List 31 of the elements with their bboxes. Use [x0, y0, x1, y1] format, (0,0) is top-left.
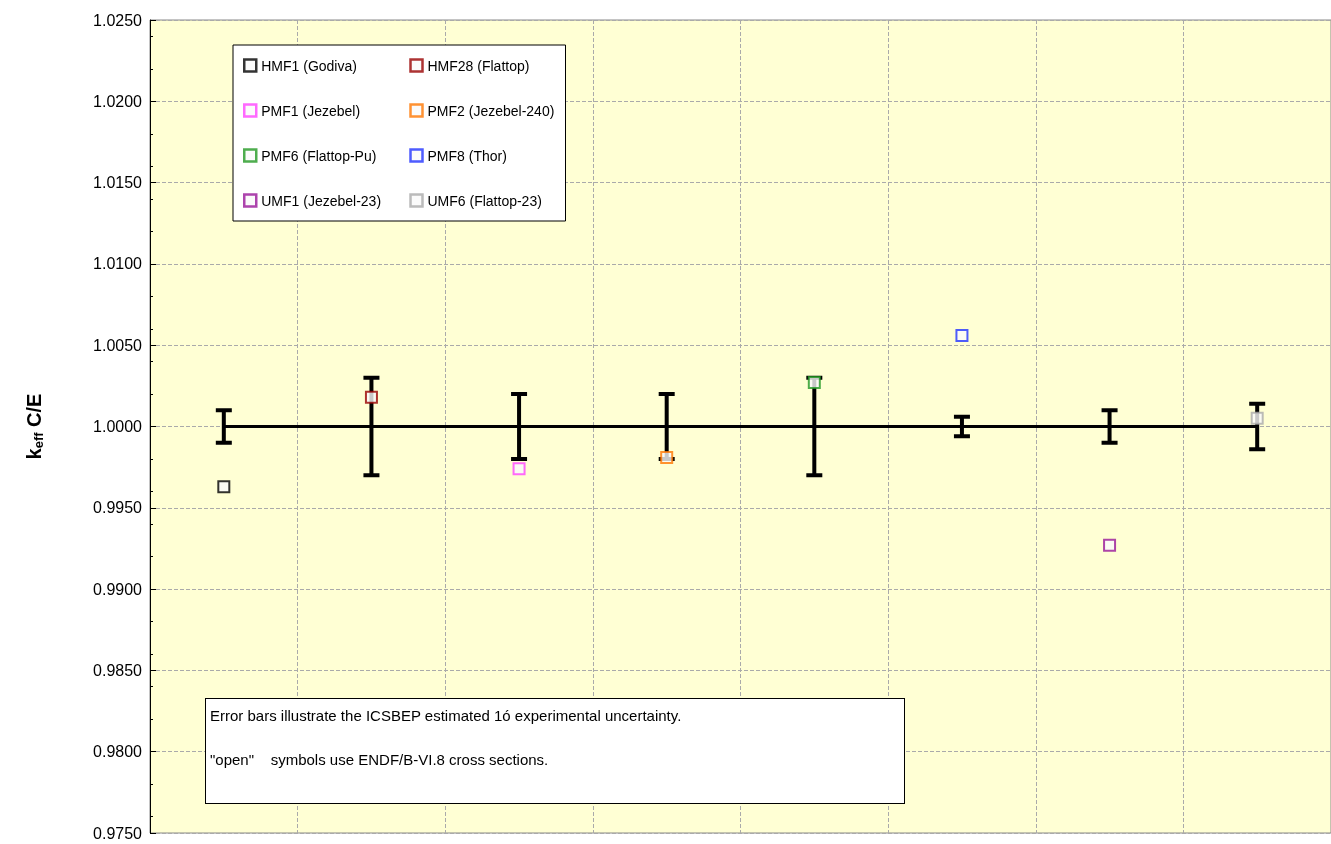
y-tick-label: 1.0150 — [93, 174, 143, 192]
point — [955, 328, 969, 342]
legend-label: HMF28 (Flattop) — [427, 57, 530, 74]
point — [660, 450, 674, 464]
y-tick-label: 1.0200 — [93, 92, 143, 110]
legend-label: UMF1 (Jezebel-23) — [261, 192, 382, 209]
y-axis-title: keff C/E — [22, 393, 46, 460]
annotation: Error bars illustrate the ICSBEP estimated 1ó experimental uncertainty. — [210, 707, 683, 724]
legend-label: PMF8 (Thor) — [427, 147, 507, 164]
y-tick-label: 1.0050 — [93, 336, 143, 354]
y-tick-label: 0.9800 — [93, 743, 143, 761]
legend-label: PMF2 (Jezebel-240) — [427, 102, 555, 119]
y-tick-label: 1.0000 — [93, 418, 143, 435]
y-tick-label: 0.9750 — [93, 824, 143, 842]
y-tick-label: 0.9900 — [93, 580, 143, 598]
point — [512, 462, 526, 476]
point — [217, 480, 231, 494]
annotation: "open" symbols use ENDF/B-VI.8 cross sections. — [210, 751, 550, 768]
point — [1103, 538, 1117, 552]
y-tick-label: 1.0250 — [93, 11, 143, 29]
text-box: Error bars illustrate the ICSBEP estimated 1ó experimental uncertainty. "open" symbols use ENDF/B-VI.8 cross sections. — [205, 698, 905, 804]
legend-label: HMF1 (Godiva) — [261, 57, 357, 74]
y-tick-label: 1.0100 — [93, 255, 143, 273]
y-tick-label: 0.9850 — [93, 661, 143, 679]
legend-label: UMF6 (Flattop-23) — [427, 192, 542, 209]
point — [364, 390, 378, 404]
legend-label: PMF1 (Jezebel) — [261, 102, 361, 119]
legend-label: PMF6 (Flattop-Pu) — [261, 147, 377, 164]
point — [807, 376, 821, 390]
y-tick-label: 0.9950 — [93, 499, 143, 517]
point — [1250, 411, 1264, 425]
